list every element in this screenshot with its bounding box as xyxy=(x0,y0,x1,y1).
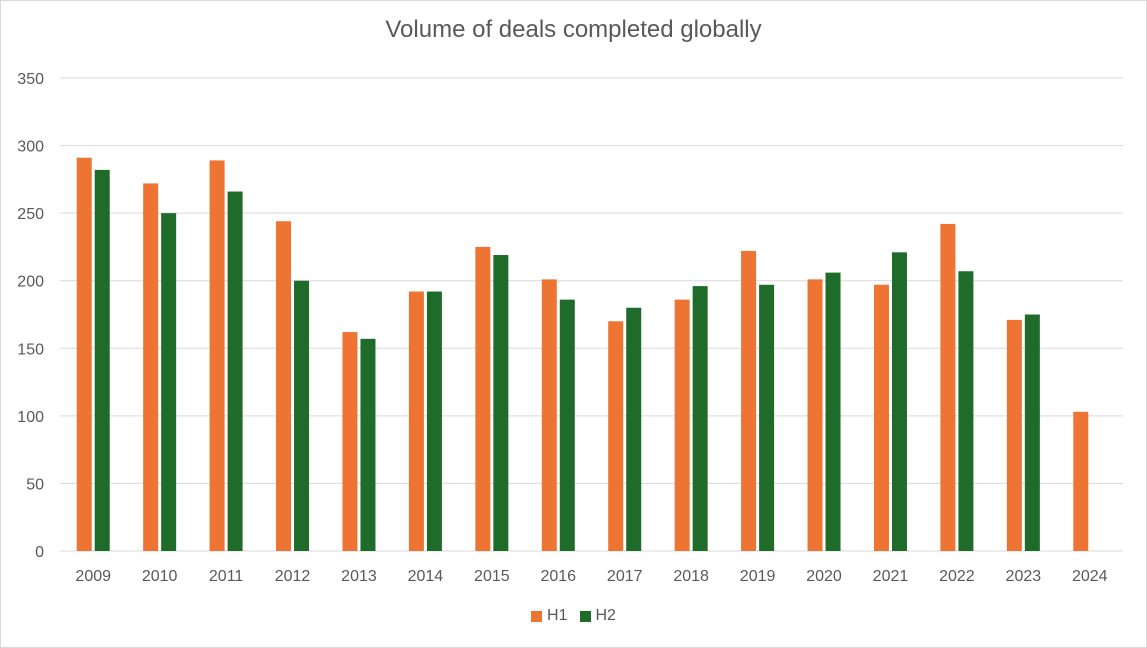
x-tick-label: 2017 xyxy=(607,568,643,585)
bar-h1-2010 xyxy=(143,183,159,551)
bar-h2-2011 xyxy=(227,191,243,551)
bar-h2-2010 xyxy=(161,213,177,551)
x-tick-label: 2011 xyxy=(209,568,244,585)
bar-h1-2012 xyxy=(276,221,292,551)
bar-h1-2024 xyxy=(1073,411,1089,551)
bar-h1-2023 xyxy=(1006,319,1022,551)
legend-label-h1: H1 xyxy=(547,607,568,624)
bar-h1-2013 xyxy=(342,332,358,551)
y-tick-label: 200 xyxy=(17,274,44,291)
x-tick-label: 2013 xyxy=(341,568,377,585)
x-tick-label: 2022 xyxy=(939,568,975,585)
legend-label-h2: H2 xyxy=(595,607,616,624)
bar-h2-2020 xyxy=(825,272,841,551)
bar-h2-2009 xyxy=(94,169,110,551)
bar-h1-2011 xyxy=(209,160,225,552)
y-tick-label: 300 xyxy=(17,139,44,156)
y-tick-label: 50 xyxy=(26,476,44,493)
bar-h1-2009 xyxy=(76,157,92,551)
bar-h2-2013 xyxy=(360,338,376,551)
legend-swatch-h1 xyxy=(531,610,543,622)
x-tick-label: 2024 xyxy=(1072,568,1108,585)
bar-h2-2023 xyxy=(1024,314,1040,551)
bar-h1-2020 xyxy=(807,279,823,551)
x-tick-label: 2019 xyxy=(740,568,776,585)
legend: H1 H2 xyxy=(0,607,1147,625)
x-tick-label: 2010 xyxy=(142,568,178,585)
bar-h2-2014 xyxy=(426,291,442,551)
legend-item-h1: H1 xyxy=(531,607,568,625)
x-tick-label: 2020 xyxy=(806,568,842,585)
bar-h2-2012 xyxy=(294,280,310,551)
bar-h2-2022 xyxy=(958,271,974,551)
bar-h1-2014 xyxy=(408,291,424,551)
bar-h1-2017 xyxy=(608,321,624,551)
x-tick-label: 2015 xyxy=(474,568,510,585)
bar-h2-2017 xyxy=(626,307,642,551)
bar-h1-2018 xyxy=(674,299,690,551)
bar-h1-2016 xyxy=(541,279,557,551)
chart-title: Volume of deals completed globally xyxy=(385,16,762,43)
y-tick-label: 250 xyxy=(17,206,44,223)
x-tick-label: 2018 xyxy=(673,568,709,585)
bar-h2-2021 xyxy=(891,252,907,551)
y-tick-label: 100 xyxy=(17,409,44,426)
x-tick-label: 2016 xyxy=(540,568,576,585)
legend-item-h2: H2 xyxy=(579,607,616,625)
bar-h1-2022 xyxy=(940,223,956,551)
x-tick-label: 2023 xyxy=(1006,568,1042,585)
y-tick-label: 0 xyxy=(35,544,44,561)
x-tick-label: 2014 xyxy=(408,568,444,585)
x-tick-label: 2021 xyxy=(873,568,909,585)
bar-h2-2019 xyxy=(759,284,775,551)
bar-h2-2016 xyxy=(559,299,575,551)
bar-h2-2018 xyxy=(692,286,708,551)
bar-h2-2015 xyxy=(493,255,509,551)
bar-h1-2019 xyxy=(741,250,757,552)
bar-h1-2015 xyxy=(475,246,491,551)
bar-h1-2021 xyxy=(873,284,889,551)
legend-swatch-h2 xyxy=(579,610,591,622)
y-tick-label: 150 xyxy=(17,341,44,358)
x-tick-label: 2009 xyxy=(75,568,111,585)
x-tick-label: 2012 xyxy=(275,568,311,585)
y-tick-label: 350 xyxy=(17,71,44,88)
